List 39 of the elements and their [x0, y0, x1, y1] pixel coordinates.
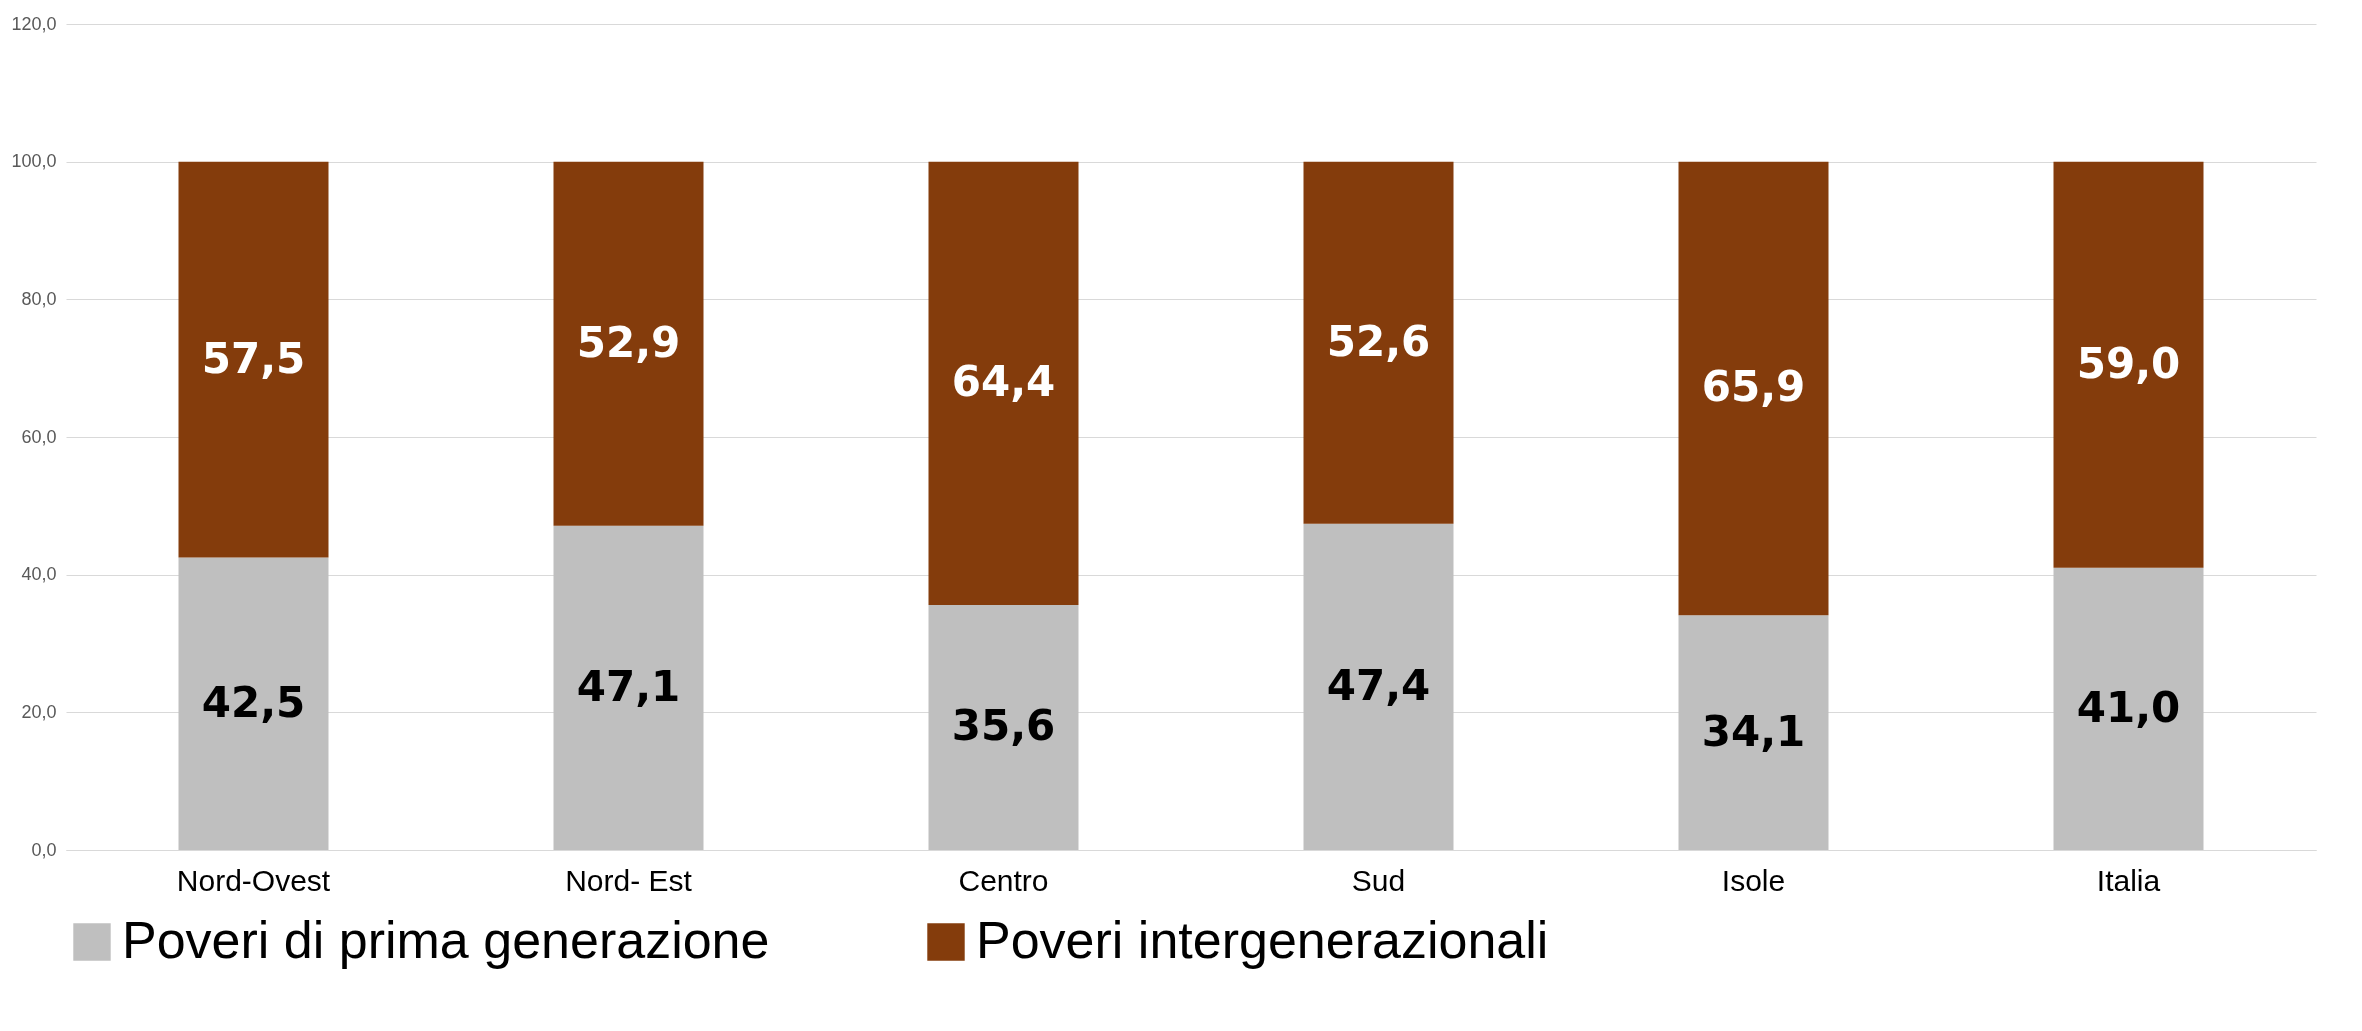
y-tick-label: 120,0: [11, 13, 57, 34]
x-tick-label: Nord-Ovest: [176, 863, 331, 897]
y-tick-label: 40,0: [21, 564, 57, 585]
bar: [928, 604, 1079, 850]
data-label: 65,9: [1701, 362, 1806, 412]
data-label: 42,5: [201, 677, 306, 727]
bar: [2053, 161, 2204, 568]
bar: [1678, 615, 1829, 850]
legend-label: Poveri di prima generazione: [122, 911, 770, 969]
y-tick-label: 80,0: [21, 288, 57, 309]
bar: [1303, 161, 1454, 524]
data-label: 59,0: [2076, 338, 2181, 388]
bar: [1303, 523, 1454, 850]
x-tick-label: Nord- Est: [565, 863, 693, 897]
data-label: 52,9: [576, 317, 681, 367]
y-tick-label: 0,0: [31, 839, 57, 860]
x-tick-label: Centro: [958, 863, 1049, 897]
x-tick-label: Italia: [2096, 863, 2161, 897]
y-tick-label: 60,0: [21, 426, 57, 447]
bar: [178, 557, 329, 850]
data-label: 57,5: [201, 333, 306, 383]
bar: [928, 161, 1079, 605]
data-label: 47,4: [1326, 660, 1431, 710]
bar: [553, 161, 704, 526]
y-tick-label: 100,0: [11, 151, 57, 172]
data-label: 64,4: [951, 357, 1056, 407]
bar: [178, 161, 329, 558]
y-tick-label: 20,0: [21, 701, 57, 722]
x-tick-label: Isole: [1721, 863, 1786, 897]
data-label: 35,6: [951, 701, 1056, 751]
legend-label: Poveri intergenerazionali: [976, 911, 1549, 969]
bar: [1678, 161, 1829, 616]
data-label: 47,1: [576, 661, 681, 711]
bar: [2053, 567, 2204, 850]
data-label: 52,6: [1326, 316, 1431, 366]
bar: [553, 525, 704, 850]
data-label: 34,1: [1701, 706, 1806, 756]
data-label: 41,0: [2076, 682, 2181, 732]
x-tick-label: Sud: [1351, 863, 1406, 897]
